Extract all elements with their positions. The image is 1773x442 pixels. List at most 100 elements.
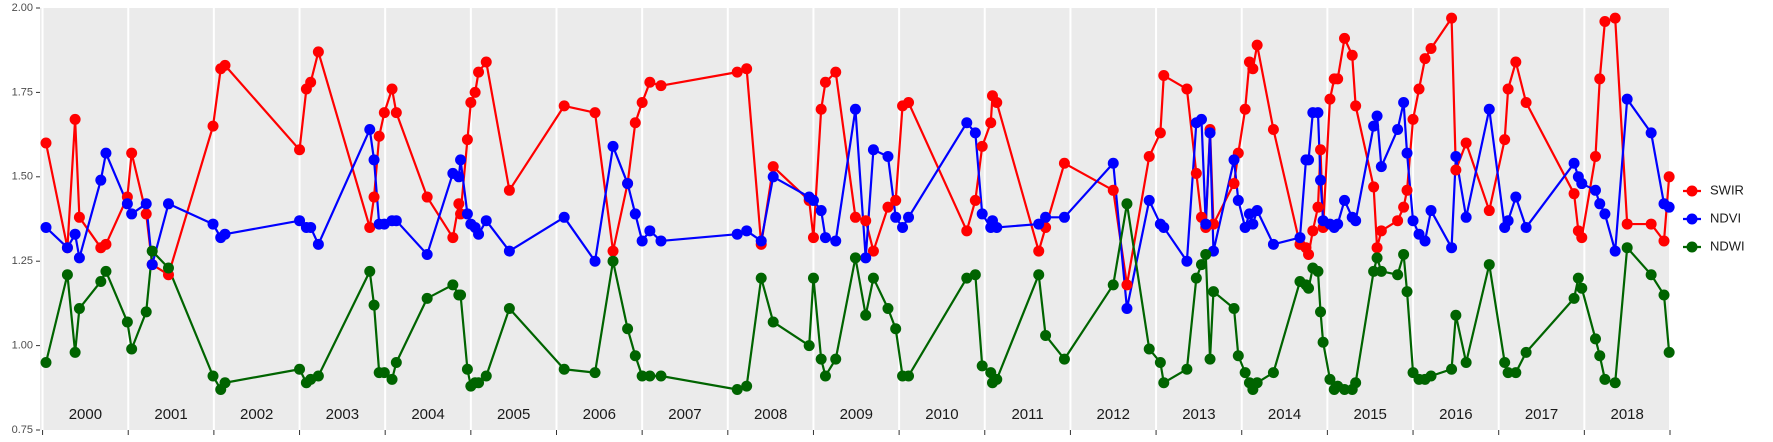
data-point: [480, 215, 492, 227]
data-point: [1324, 373, 1336, 385]
data-point: [636, 370, 648, 382]
data-point: [636, 235, 648, 247]
data-point: [368, 299, 380, 311]
data-point: [1312, 107, 1324, 119]
data-point: [1407, 113, 1419, 125]
data-point: [1599, 208, 1611, 220]
data-point: [1609, 12, 1621, 24]
year-label: 2002: [240, 406, 273, 423]
data-point: [1312, 201, 1324, 213]
data-point: [1450, 309, 1462, 321]
data-point: [629, 350, 641, 362]
data-point: [622, 323, 634, 335]
data-point: [453, 198, 465, 210]
data-point: [890, 194, 902, 206]
data-point: [803, 340, 815, 352]
data-point: [162, 262, 174, 274]
data-point: [219, 377, 231, 389]
data-point: [1401, 184, 1413, 196]
y-tick-label: 1.00: [12, 340, 33, 352]
data-point: [1107, 157, 1119, 169]
data-point: [378, 107, 390, 119]
data-point: [1294, 232, 1306, 244]
data-point: [815, 205, 827, 217]
data-point: [1107, 279, 1119, 291]
data-point: [100, 265, 112, 277]
data-point: [1446, 12, 1458, 24]
data-point: [1040, 329, 1052, 341]
year-label: 2001: [154, 406, 187, 423]
data-point: [969, 194, 981, 206]
data-point: [860, 309, 872, 321]
data-point: [368, 154, 380, 166]
data-point: [767, 316, 779, 328]
data-point: [219, 59, 231, 71]
data-point: [1267, 367, 1279, 379]
data-point: [461, 363, 473, 375]
data-point: [69, 346, 81, 358]
data-point: [1483, 103, 1495, 115]
data-point: [1143, 151, 1155, 163]
data-point: [1315, 144, 1327, 156]
legend-marker: [1686, 241, 1698, 253]
data-point: [961, 272, 973, 284]
data-point: [961, 117, 973, 129]
data-point: [1425, 370, 1437, 382]
data-point: [767, 161, 779, 173]
data-point: [819, 370, 831, 382]
data-point: [991, 373, 1003, 385]
data-point: [991, 97, 1003, 109]
data-point: [1228, 178, 1240, 190]
data-point: [1207, 218, 1219, 230]
data-point: [903, 370, 915, 382]
data-point: [364, 265, 376, 277]
data-point: [607, 255, 619, 267]
data-point: [1450, 164, 1462, 176]
data-point: [473, 228, 485, 240]
data-point: [40, 137, 52, 149]
year-label: 2004: [411, 406, 444, 423]
data-point: [1158, 70, 1170, 82]
year-label: 2006: [583, 406, 616, 423]
data-point: [61, 242, 73, 254]
legend-label: SWIR: [1710, 182, 1744, 197]
data-point: [897, 221, 909, 233]
data-point: [421, 248, 433, 260]
data-point: [1576, 282, 1588, 294]
data-point: [1232, 350, 1244, 362]
data-point: [1460, 137, 1472, 149]
data-point: [121, 316, 133, 328]
data-point: [1033, 245, 1045, 257]
data-point: [368, 191, 380, 203]
data-point: [815, 353, 827, 365]
data-point: [1200, 248, 1212, 260]
data-point: [1510, 191, 1522, 203]
data-point: [1195, 259, 1207, 271]
data-point: [1407, 215, 1419, 227]
data-point: [1621, 242, 1633, 254]
data-point: [1058, 353, 1070, 365]
y-tick-label: 1.75: [12, 86, 33, 98]
data-point: [755, 272, 767, 284]
data-point: [558, 100, 570, 112]
data-point: [69, 228, 81, 240]
data-point: [830, 235, 842, 247]
data-point: [1339, 194, 1351, 206]
data-point: [140, 306, 152, 318]
data-point: [1499, 134, 1511, 146]
data-point: [126, 343, 138, 355]
data-point: [629, 208, 641, 220]
legend-label: NDVI: [1710, 210, 1741, 225]
data-point: [1663, 171, 1675, 183]
data-point: [364, 221, 376, 233]
data-point: [1450, 151, 1462, 163]
data-point: [815, 103, 827, 115]
data-point: [1158, 377, 1170, 389]
data-point: [1392, 124, 1404, 136]
data-point: [461, 208, 473, 220]
data-point: [819, 76, 831, 88]
data-point: [1520, 221, 1532, 233]
data-point: [1346, 49, 1358, 61]
data-point: [1502, 215, 1514, 227]
data-point: [1303, 248, 1315, 260]
